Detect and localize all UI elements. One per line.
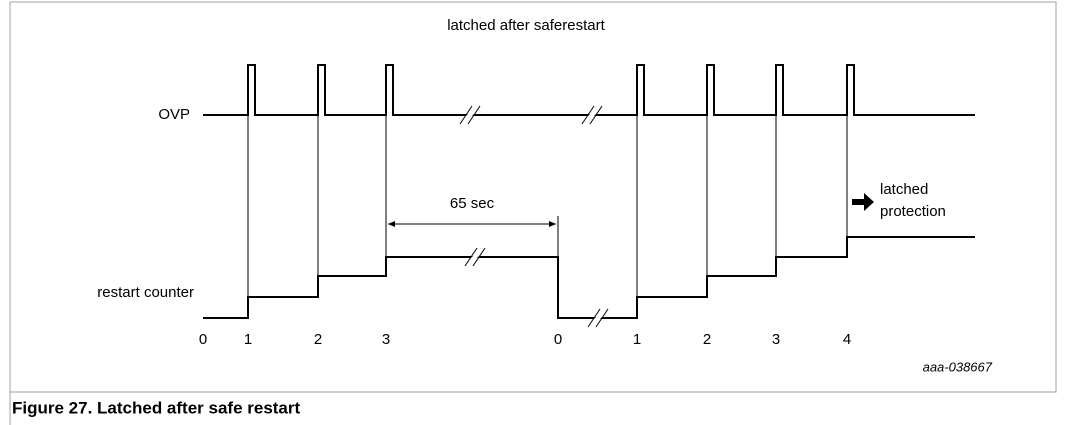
break-mark bbox=[464, 247, 478, 267]
latched-label: latched bbox=[880, 181, 928, 198]
break-gap bbox=[583, 109, 601, 121]
counter-value: 1 bbox=[633, 331, 641, 348]
break-gap bbox=[466, 251, 484, 263]
diagram-title: latched after saferestart bbox=[447, 17, 605, 34]
counter-value: 4 bbox=[843, 331, 851, 348]
figure-id: aaa-038667 bbox=[923, 359, 993, 374]
break-mark bbox=[472, 247, 486, 267]
interval-label: 65 sec bbox=[450, 195, 495, 212]
break-mark bbox=[459, 105, 473, 125]
counter-waveform bbox=[203, 236, 975, 319]
frame bbox=[9, 1, 1057, 425]
break-mark bbox=[467, 105, 481, 125]
counter-value: 3 bbox=[382, 331, 390, 348]
break-mark bbox=[589, 105, 603, 125]
latched-arrow bbox=[852, 193, 874, 211]
ovp-waveform bbox=[203, 64, 975, 116]
ovp-label: OVP bbox=[158, 106, 190, 123]
break-gap bbox=[461, 109, 479, 121]
break-mark bbox=[581, 105, 595, 125]
counter-value: 0 bbox=[554, 331, 562, 348]
sync-lines bbox=[247, 115, 848, 297]
counter-value: 0 bbox=[199, 331, 207, 348]
caption: Figure 27. Latched after safe restart bbox=[12, 398, 301, 417]
counter-value: 2 bbox=[314, 331, 322, 348]
counter-label: restart counter bbox=[97, 284, 194, 301]
break-mark bbox=[587, 308, 601, 328]
counter-value: 1 bbox=[244, 331, 252, 348]
latched-label: protection bbox=[880, 203, 946, 220]
break-gap bbox=[589, 312, 607, 324]
break-mark bbox=[595, 308, 609, 328]
counter-value: 3 bbox=[772, 331, 780, 348]
counter-value: 2 bbox=[703, 331, 711, 348]
